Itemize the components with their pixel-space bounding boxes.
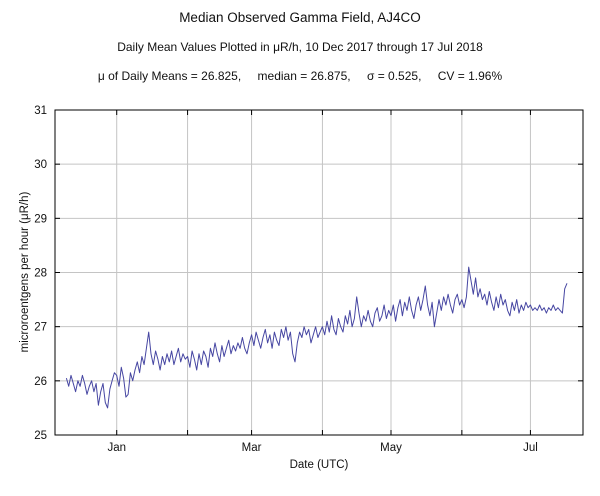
x-tick-label: Jul — [523, 442, 538, 454]
y-axis-label: microroentgens per hour (μR/h) — [19, 191, 31, 353]
stat-cv: CV = 1.96% — [437, 69, 503, 83]
y-tick-label: 29 — [34, 213, 47, 225]
chart-title: Median Observed Gamma Field, AJ4CO — [179, 10, 421, 25]
y-tick-label: 30 — [34, 159, 47, 171]
x-tick-label: Jan — [107, 442, 126, 454]
y-tick-label: 31 — [34, 105, 47, 117]
stat-median: median = 26.875, — [257, 69, 351, 83]
stat-sigma: σ = 0.525, — [366, 69, 422, 83]
y-tick-label: 25 — [34, 430, 47, 442]
x-tick-label: May — [380, 442, 402, 454]
stat-mean: μ of Daily Means = 26.825, — [97, 69, 242, 83]
y-tick-label: 28 — [34, 268, 47, 280]
y-tick-label: 26 — [34, 376, 47, 388]
stats-line: μ of Daily Means = 26.825, median = 26.8… — [0, 69, 600, 83]
x-axis-label: Date (UTC) — [289, 459, 349, 471]
x-tick-label: Mar — [242, 442, 262, 454]
data-line — [65, 266, 568, 409]
chart-subtitle: Daily Mean Values Plotted in μR/h, 10 De… — [117, 40, 483, 54]
y-tick-label: 27 — [34, 322, 47, 334]
